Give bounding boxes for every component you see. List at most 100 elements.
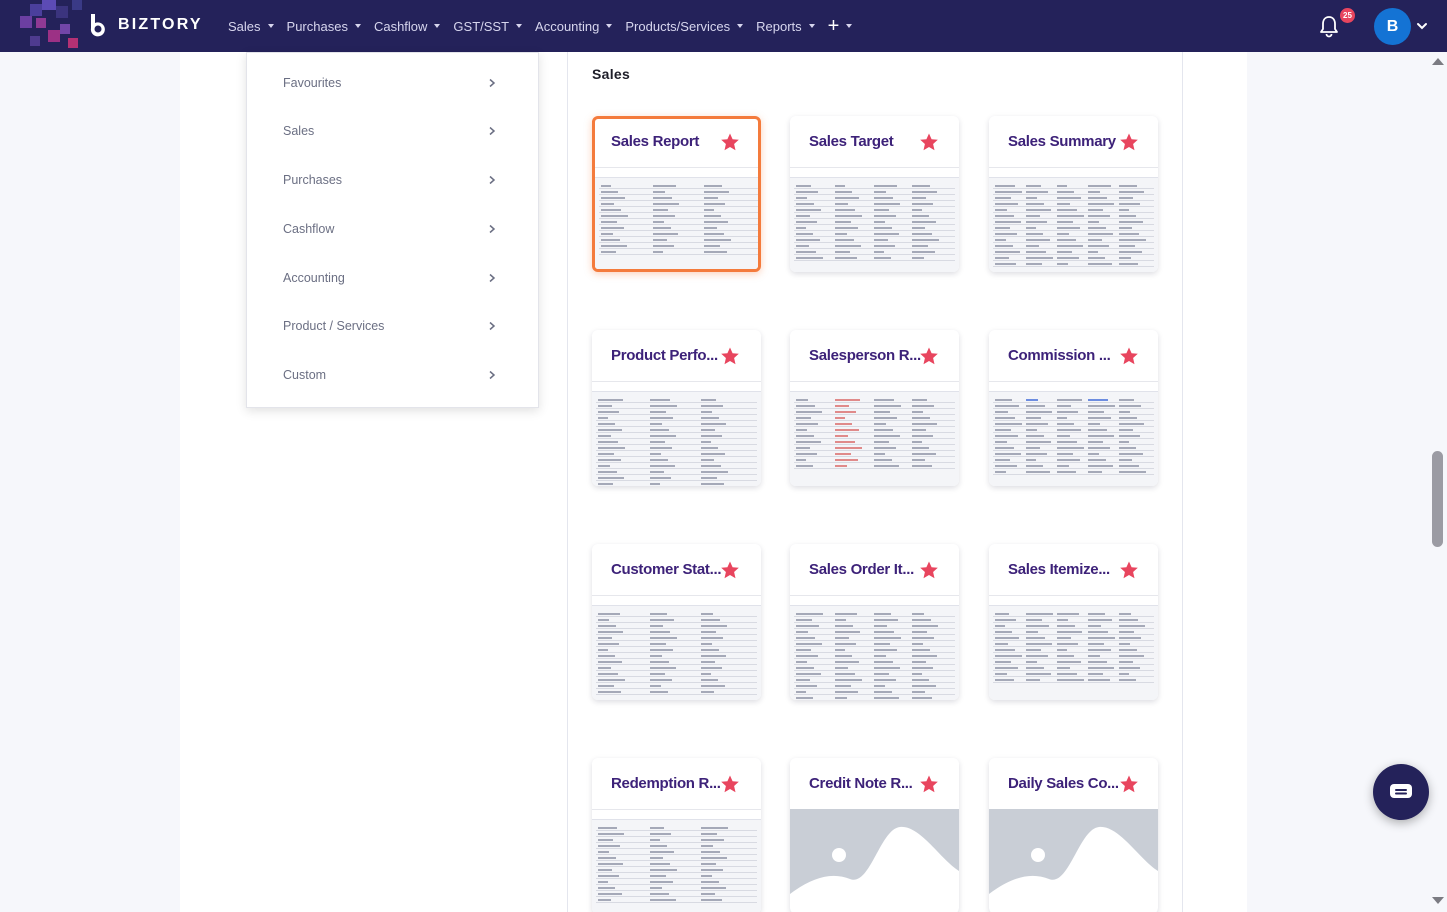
report-thumbnail <box>595 167 758 269</box>
report-card[interactable]: Sales Summary <box>989 116 1158 272</box>
star-icon[interactable] <box>919 346 939 366</box>
star-icon[interactable] <box>720 346 740 366</box>
chevron-right-icon <box>489 321 496 331</box>
star-icon[interactable] <box>1119 560 1139 580</box>
star-icon[interactable] <box>720 774 740 794</box>
chevron-right-icon <box>489 224 496 234</box>
chevron-right-icon <box>489 78 496 88</box>
report-card[interactable]: Salesperson R... <box>790 330 959 486</box>
nav-gst-sst[interactable]: GST/SST <box>453 18 523 34</box>
nav-cashflow[interactable]: Cashflow <box>373 18 441 34</box>
menu-item-label: Sales <box>283 124 315 138</box>
star-icon[interactable] <box>1119 774 1139 794</box>
caret-down-icon <box>267 24 274 28</box>
scroll-up-arrow-icon[interactable] <box>1432 58 1444 65</box>
nav-products-services[interactable]: Products/Services <box>625 18 744 34</box>
menu-item-purchases[interactable]: Purchases <box>247 160 538 200</box>
brand-name: BIZTORY <box>118 16 203 33</box>
caret-down-icon <box>846 24 853 28</box>
report-card-title: Sales Target <box>809 133 894 150</box>
report-card-title: Commission ... <box>1008 347 1111 364</box>
nav-accounting[interactable]: Accounting <box>535 18 613 34</box>
report-card-title: Sales Report <box>611 133 700 150</box>
menu-item-accounting[interactable]: Accounting <box>247 258 538 298</box>
nav-purchases[interactable]: Purchases <box>287 19 361 34</box>
chevron-down-icon[interactable] <box>1416 20 1428 32</box>
report-thumbnail <box>592 595 761 700</box>
report-card-title: Product Perfo... <box>611 347 718 364</box>
report-card[interactable]: Sales Target <box>790 116 959 272</box>
nav-reports[interactable]: Reports <box>756 19 815 34</box>
image-placeholder-icon <box>989 809 1158 912</box>
nav-sales-label: Sales <box>228 18 261 34</box>
nav-reports-label: Reports <box>756 18 802 34</box>
star-icon[interactable] <box>720 560 740 580</box>
caret-down-icon <box>808 24 815 28</box>
report-card-title: Credit Note R... <box>809 775 913 792</box>
nav-quick-add[interactable]: + <box>828 16 853 36</box>
report-thumbnail <box>592 809 761 912</box>
star-icon[interactable] <box>919 560 939 580</box>
menu-item-cashflow[interactable]: Cashflow <box>247 209 538 249</box>
nav-purchases-label: Purchases <box>286 18 348 34</box>
menu-item-label: Purchases <box>283 173 343 187</box>
brand-logo[interactable]: BIZTORY <box>86 12 203 38</box>
report-card[interactable]: Sales Itemize... <box>989 544 1158 700</box>
star-icon[interactable] <box>919 774 939 794</box>
nav-sales[interactable]: Sales <box>228 19 274 34</box>
report-thumbnail <box>790 595 959 700</box>
star-icon[interactable] <box>720 132 740 152</box>
nav-cashflow-label: Cashflow <box>373 18 428 34</box>
report-thumbnail <box>989 595 1158 700</box>
bell-icon[interactable] <box>1318 14 1340 38</box>
menu-item-product-services[interactable]: Product / Services <box>247 306 538 346</box>
caret-down-icon <box>434 24 441 28</box>
chat-icon <box>1390 784 1412 798</box>
chat-support-button[interactable] <box>1373 764 1429 820</box>
reports-category-menu: Favourites Sales Purchases Cashflow Acco… <box>246 52 539 408</box>
caret-down-icon <box>354 24 361 28</box>
star-icon[interactable] <box>1119 346 1139 366</box>
main-nav: Sales Purchases Cashflow GST/SST Account… <box>228 0 865 52</box>
menu-item-label: Custom <box>283 368 327 382</box>
chevron-right-icon <box>489 126 496 136</box>
report-card[interactable]: Product Perfo... <box>592 330 761 486</box>
menu-item-label: Product / Services <box>283 319 385 333</box>
nav-accounting-label: Accounting <box>535 18 600 34</box>
top-navbar: BIZTORY Sales Purchases Cashflow GST/SST… <box>0 0 1447 52</box>
plus-icon: + <box>827 15 840 37</box>
nav-gst-sst-label: GST/SST <box>453 18 510 34</box>
scrollbar-thumb[interactable] <box>1432 451 1443 547</box>
star-icon[interactable] <box>919 132 939 152</box>
chevron-right-icon <box>489 370 496 380</box>
caret-down-icon <box>737 24 744 28</box>
star-icon[interactable] <box>1119 132 1139 152</box>
report-card-title: Redemption R... <box>611 775 721 792</box>
menu-item-favourites[interactable]: Favourites <box>247 63 538 103</box>
user-avatar[interactable]: B <box>1374 8 1411 45</box>
report-card[interactable]: Redemption R... <box>592 758 761 912</box>
report-thumbnail <box>592 381 761 486</box>
report-card[interactable]: Daily Sales Co... <box>989 758 1158 912</box>
biztory-logo-icon <box>90 14 105 37</box>
report-card-title: Sales Order It... <box>809 561 914 578</box>
report-card[interactable]: Sales Order It... <box>790 544 959 700</box>
report-card[interactable]: Customer Stat... <box>592 544 761 700</box>
report-thumbnail <box>989 167 1158 272</box>
caret-down-icon <box>516 24 523 28</box>
report-card[interactable]: Credit Note R... <box>790 758 959 912</box>
logo-mosaic-decoration <box>0 0 110 52</box>
section-title: Sales <box>592 66 631 82</box>
report-card-title: Salesperson R... <box>809 347 921 364</box>
nav-products-services-label: Products/Services <box>625 18 731 34</box>
menu-item-sales[interactable]: Sales <box>247 111 538 151</box>
report-card-title: Sales Summary <box>1008 133 1116 150</box>
scroll-down-arrow-icon[interactable] <box>1432 897 1444 904</box>
report-thumbnail <box>989 381 1158 486</box>
chevron-right-icon <box>489 273 496 283</box>
menu-item-custom[interactable]: Custom <box>247 355 538 395</box>
notification-count-badge: 25 <box>1340 8 1355 23</box>
report-card[interactable]: Commission ... <box>989 330 1158 486</box>
report-card[interactable]: Sales Report <box>592 116 761 272</box>
menu-item-label: Accounting <box>283 271 345 285</box>
